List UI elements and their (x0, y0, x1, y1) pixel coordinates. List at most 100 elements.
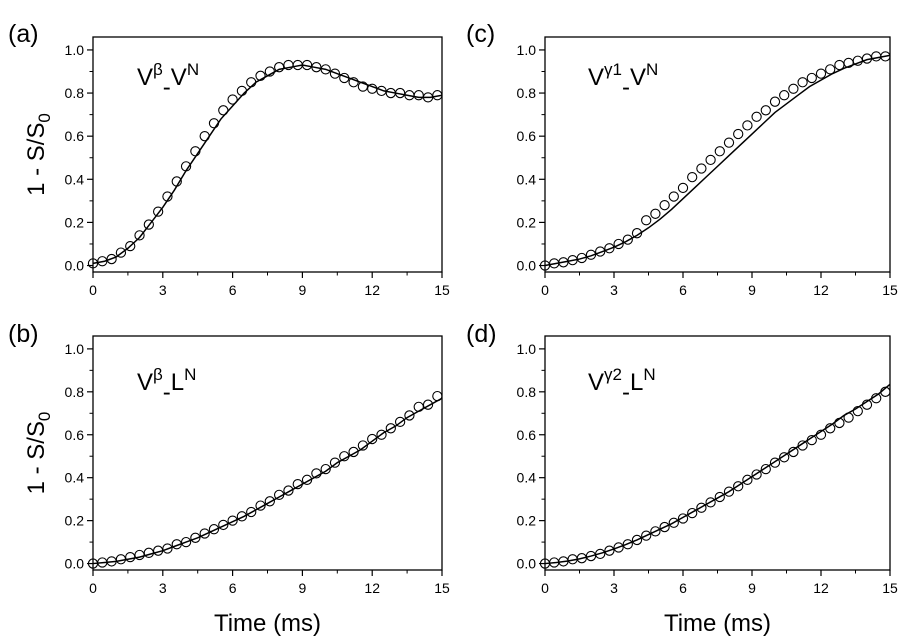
data-point (208, 118, 220, 129)
data-point (714, 491, 725, 503)
data-point (273, 489, 285, 501)
data-point (339, 451, 350, 462)
data-point (769, 457, 781, 468)
panel-label: (b) (8, 320, 39, 348)
data-point (385, 423, 396, 434)
data-point (650, 208, 661, 219)
y-tick-label: 0.4 (517, 470, 537, 486)
y-tick-label: 0.0 (517, 556, 537, 572)
y-tick-label: 1.0 (65, 341, 85, 357)
data-point (255, 70, 266, 81)
data-point (788, 446, 799, 458)
data-point (668, 191, 679, 202)
data-point (677, 182, 689, 194)
data-point (394, 416, 406, 428)
series-label-sup1: γ1 (604, 60, 622, 79)
panel-0: 0 3 6 9 12 150.00.20.40.60.81.0(a)Vβ-VN1 - S/… (8, 20, 450, 298)
y-axis-title: 1 - S/S0 (23, 412, 54, 495)
series-label-sup2: N (187, 60, 199, 79)
y-tick-label: 1.0 (517, 341, 537, 357)
data-point (779, 90, 790, 101)
panel-label: (a) (8, 20, 39, 48)
data-point (432, 390, 443, 402)
data-point (595, 548, 606, 560)
data-point (357, 440, 369, 451)
data-point (742, 120, 753, 131)
data-point (650, 526, 661, 537)
y-tick-label: 1.0 (517, 42, 537, 58)
data-point (622, 234, 633, 245)
data-point (311, 62, 322, 73)
series-label-base1: V (588, 64, 604, 91)
data-point (152, 206, 164, 217)
data-point (659, 521, 670, 533)
data-point (714, 146, 725, 157)
data-point (852, 55, 863, 66)
data-point (283, 485, 294, 496)
data-point (613, 238, 624, 250)
data-point (733, 481, 744, 492)
x-tick-label: 15 (434, 580, 450, 596)
data-point (227, 94, 238, 105)
data-point (788, 83, 799, 94)
x-tick-label: 15 (882, 580, 898, 596)
y-tick-label: 0.6 (517, 427, 537, 443)
data-point (760, 463, 771, 475)
data-point (180, 161, 192, 172)
data-point (797, 77, 808, 88)
y-axis-title-main: 1 - S/S (23, 421, 50, 494)
data-point (125, 551, 136, 563)
data-point (115, 554, 127, 565)
data-point (236, 511, 248, 522)
data-point (115, 247, 127, 258)
data-point (733, 128, 744, 140)
x-tick-label: 12 (364, 282, 380, 298)
data-point (585, 249, 597, 260)
data-point (871, 393, 882, 404)
data-point (264, 496, 275, 507)
y-tick-label: 0.0 (517, 258, 537, 274)
x-tick-label: 9 (748, 282, 756, 298)
data-point (162, 543, 173, 554)
series-label-dash: - (163, 379, 171, 406)
data-point (815, 68, 827, 79)
fit-curve (92, 64, 443, 265)
data-point (339, 72, 350, 84)
data-point (143, 547, 154, 558)
data-point (106, 556, 117, 567)
data-point (348, 446, 359, 458)
data-point (613, 542, 624, 553)
series-label-dash: - (622, 379, 630, 406)
data-point (834, 59, 845, 71)
data-point (604, 545, 615, 556)
data-point (236, 85, 248, 97)
data-point (604, 243, 615, 254)
data-point (376, 429, 387, 440)
data-point (246, 77, 257, 88)
data-point (751, 111, 762, 122)
data-point (668, 517, 679, 528)
data-point (208, 524, 220, 535)
data-point (329, 457, 341, 468)
data-point (97, 256, 108, 267)
data-point (760, 105, 771, 116)
x-tick-label: 9 (299, 580, 307, 596)
panel-label: (c) (466, 20, 495, 48)
data-point (190, 532, 201, 543)
data-point (190, 146, 201, 157)
data-point (705, 154, 716, 166)
series-label-base2: L (630, 369, 643, 396)
data-point (162, 191, 173, 202)
data-point (227, 515, 238, 526)
data-point (779, 452, 790, 463)
fit-curve (544, 383, 891, 565)
data-point (394, 87, 406, 99)
y-tick-label: 0.6 (517, 128, 537, 144)
data-point (432, 90, 443, 101)
data-point (171, 176, 182, 187)
data-point (806, 72, 817, 84)
data-point (106, 253, 117, 265)
y-tick-label: 0.4 (517, 171, 537, 187)
data-point (696, 163, 707, 174)
data-point (301, 59, 313, 71)
